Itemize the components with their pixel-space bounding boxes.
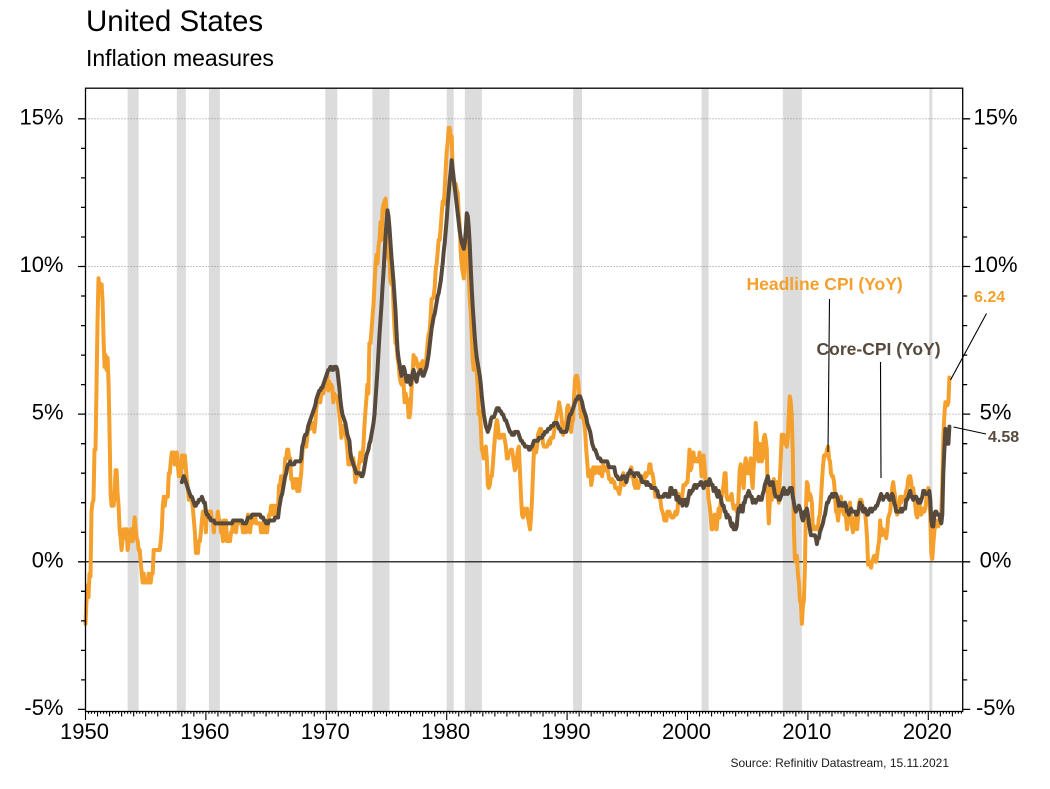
- svg-text:2000: 2000: [662, 719, 711, 744]
- svg-text:2020: 2020: [903, 719, 952, 744]
- svg-text:0%: 0%: [980, 547, 1012, 572]
- svg-text:2010: 2010: [782, 719, 831, 744]
- svg-text:Inflation measures: Inflation measures: [86, 45, 274, 71]
- svg-text:1970: 1970: [301, 719, 350, 744]
- svg-text:15%: 15%: [973, 104, 1017, 129]
- svg-text:Headline CPI (YoY): Headline CPI (YoY): [747, 274, 903, 294]
- svg-text:-5%: -5%: [976, 695, 1015, 720]
- svg-text:5%: 5%: [980, 400, 1012, 425]
- svg-text:1960: 1960: [180, 719, 229, 744]
- svg-text:Source: Refinitiv Datastream,: Source: Refinitiv Datastream, 15.11.2021: [730, 756, 949, 770]
- svg-text:0%: 0%: [32, 547, 64, 572]
- svg-text:1950: 1950: [60, 719, 109, 744]
- svg-text:Core-CPI (YoY): Core-CPI (YoY): [817, 339, 941, 359]
- svg-text:10%: 10%: [973, 252, 1017, 277]
- svg-text:6.24: 6.24: [974, 289, 1005, 306]
- svg-text:5%: 5%: [32, 400, 64, 425]
- svg-text:1990: 1990: [542, 719, 591, 744]
- svg-text:4.58: 4.58: [988, 429, 1019, 446]
- svg-text:10%: 10%: [19, 252, 63, 277]
- svg-text:15%: 15%: [19, 104, 63, 129]
- svg-text:United States: United States: [86, 5, 263, 38]
- svg-text:1980: 1980: [421, 719, 470, 744]
- svg-text:-5%: -5%: [24, 695, 63, 720]
